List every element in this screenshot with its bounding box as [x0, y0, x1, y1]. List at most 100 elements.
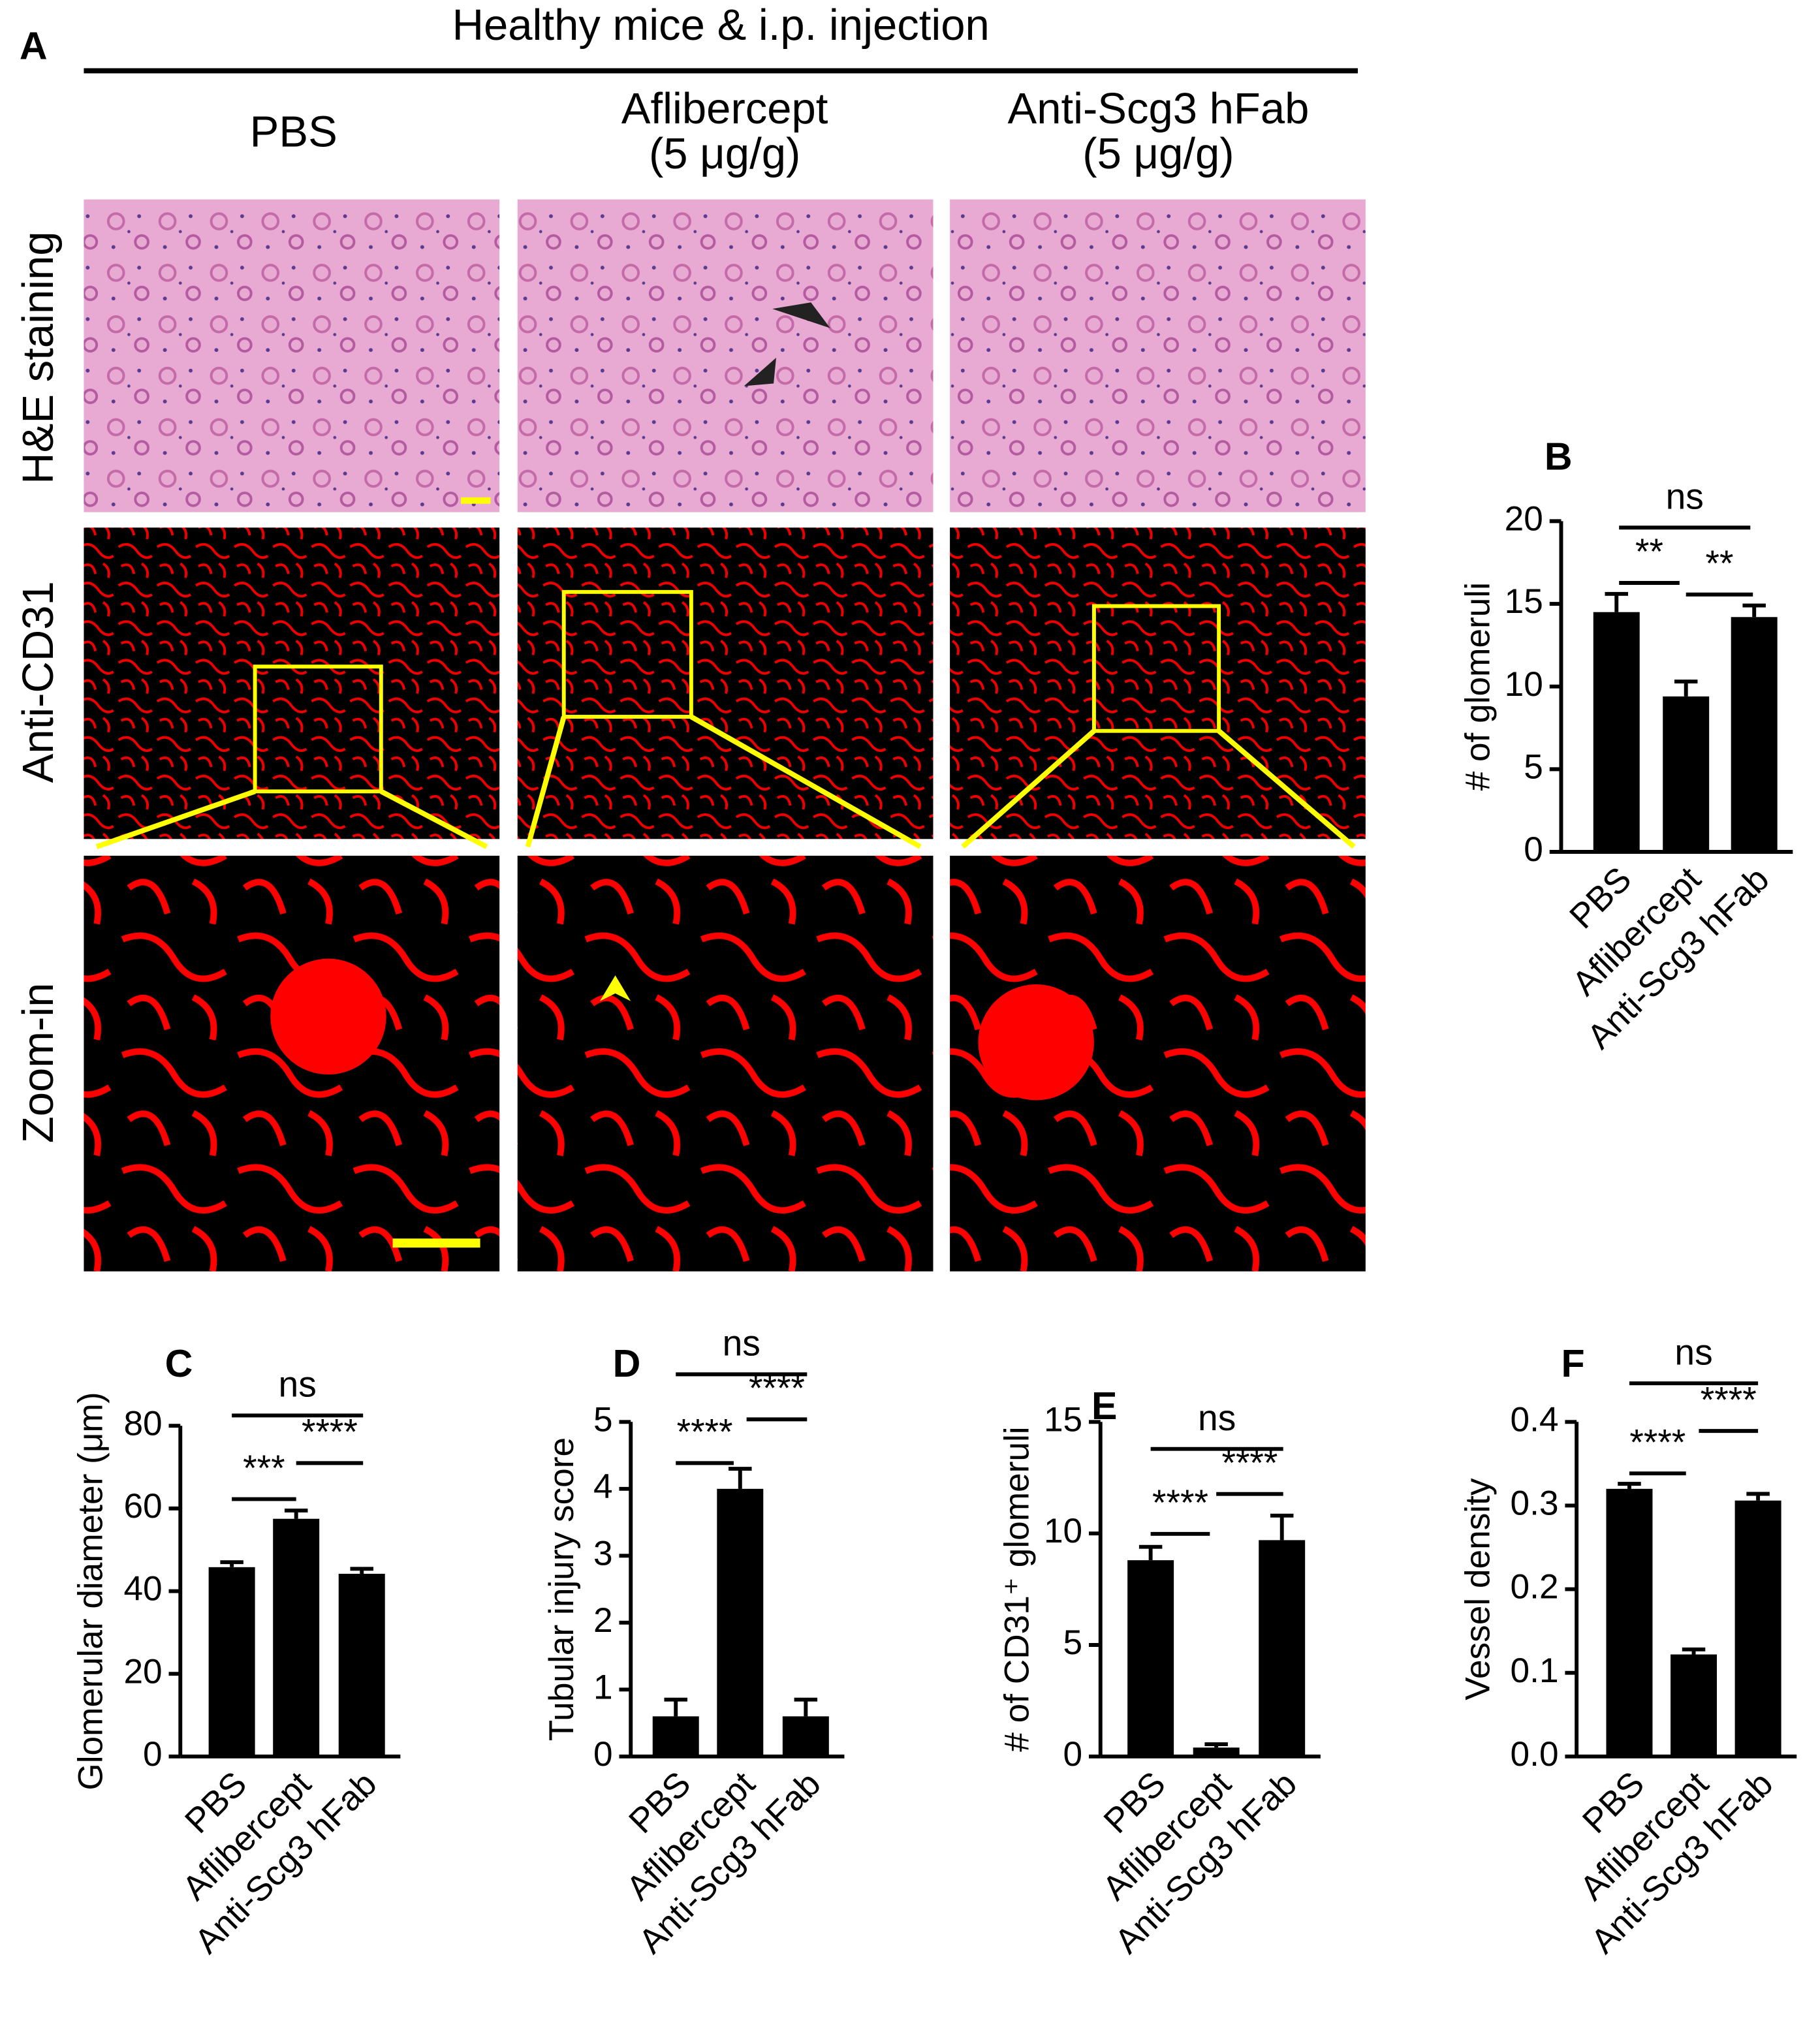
cd31-image: [950, 527, 1366, 839]
significance-label: **: [1705, 543, 1733, 584]
y-tick-label: 0: [593, 1735, 613, 1774]
zoom-box: [1091, 604, 1221, 733]
panel-label: C: [165, 1341, 193, 1385]
significance-label: ****: [1629, 1422, 1686, 1462]
error-bar: [1204, 1742, 1228, 1748]
y-tick-label: 0: [143, 1735, 163, 1774]
significance-label: ns: [723, 1323, 761, 1364]
zoom-image: [84, 855, 500, 1272]
bar: [338, 1573, 385, 1757]
error-bar: [1746, 1492, 1770, 1501]
y-axis-title: # of CD31⁺ glomeruli: [998, 1426, 1037, 1751]
arrow: [772, 302, 830, 328]
significance-label: ns: [1666, 476, 1704, 516]
panel-label: D: [613, 1341, 641, 1385]
significance-label: ***: [243, 1448, 285, 1488]
y-tick-label: 3: [593, 1534, 613, 1573]
arrowhead: [744, 358, 776, 386]
panel-label: B: [1545, 434, 1573, 478]
he-image: [84, 199, 500, 512]
y-tick-label: 0.1: [1511, 1651, 1559, 1690]
error-bar: [220, 1560, 243, 1567]
bar: [1663, 696, 1710, 853]
bar: [1606, 1488, 1653, 1757]
y-tick-label: 0: [1524, 830, 1543, 869]
glomerulus: [978, 984, 1094, 1101]
row-label: H&E staining: [14, 231, 63, 484]
column-title: (5 μg/g): [1082, 129, 1234, 178]
bar: [1193, 1747, 1240, 1757]
bar: [1127, 1560, 1174, 1757]
error-bar: [350, 1567, 373, 1574]
glomerulus: [270, 958, 386, 1075]
bar: [208, 1567, 255, 1757]
y-axis-title: Tubular injury score: [542, 1437, 581, 1741]
error-bar: [1270, 1513, 1294, 1541]
error-bar: [1618, 1482, 1641, 1489]
y-tick-label: 80: [123, 1404, 162, 1443]
column-title: (5 μg/g): [649, 129, 800, 178]
significance-label: ns: [1674, 1332, 1712, 1372]
row-label: Anti-CD31: [14, 581, 63, 783]
y-tick-label: 15: [1505, 582, 1543, 621]
zoom-box: [253, 665, 383, 794]
error-bar: [729, 1467, 752, 1489]
he-image: [517, 199, 934, 512]
error-bar: [1605, 591, 1628, 612]
bar: [1734, 1500, 1781, 1757]
column-title: PBS: [250, 108, 337, 157]
significance-label: ****: [1152, 1482, 1208, 1523]
significance-label: ****: [302, 1412, 358, 1452]
y-tick-label: 15: [1044, 1400, 1082, 1439]
error-bar: [664, 1697, 687, 1717]
significance-label: **: [1635, 531, 1663, 572]
micrographs: [84, 199, 1366, 1272]
zoom-box: [561, 589, 693, 719]
y-tick-label: 0: [1063, 1735, 1083, 1774]
y-tick-label: 40: [123, 1570, 162, 1608]
bar: [1731, 617, 1778, 853]
y-tick-label: 5: [1524, 747, 1543, 786]
header: Healthy mice & i.p. injection: [452, 1, 990, 50]
y-tick-label: 5: [593, 1400, 613, 1439]
y-tick-label: 1: [593, 1668, 613, 1706]
y-tick-label: 2: [593, 1601, 613, 1640]
panel-label: A: [20, 24, 48, 68]
significance-label: ns: [279, 1364, 317, 1405]
y-tick-label: 20: [123, 1652, 162, 1691]
y-tick-label: 60: [123, 1487, 162, 1526]
y-tick-label: 10: [1044, 1512, 1082, 1550]
error-bar: [284, 1509, 308, 1519]
zoom-arrows: [95, 714, 1356, 849]
cd31-image: [517, 527, 934, 839]
significance-label: ****: [677, 1412, 733, 1452]
bar: [1593, 612, 1640, 853]
bar: [1259, 1540, 1306, 1757]
panel-label: F: [1561, 1341, 1584, 1385]
y-tick-label: 5: [1063, 1623, 1083, 1662]
y-axis-title: Vessel density: [1458, 1478, 1497, 1700]
he-image: [950, 199, 1366, 512]
y-tick-label: 20: [1505, 499, 1543, 538]
y-axis-title: Glomerular diameter (μm): [71, 1392, 110, 1790]
bar: [652, 1716, 699, 1757]
y-tick-label: 0.0: [1511, 1735, 1559, 1774]
y-axis-title: # of glomeruli: [1458, 582, 1497, 790]
column-title: Aflibercept: [621, 84, 828, 133]
bar: [717, 1488, 764, 1757]
y-tick-label: 4: [593, 1467, 613, 1506]
error-bar: [1742, 603, 1766, 618]
error-bar: [1674, 680, 1698, 696]
error-bar: [1138, 1544, 1163, 1561]
y-tick-label: 10: [1505, 665, 1543, 704]
y-tick-label: 0.3: [1511, 1484, 1559, 1523]
arrowhead: [599, 975, 631, 1001]
significance-label: ns: [1198, 1398, 1236, 1438]
column-title: Anti-Scg3 hFab: [1008, 84, 1310, 133]
y-tick-label: 0.2: [1511, 1568, 1559, 1606]
cd31-image: [84, 527, 500, 839]
error-bar: [1682, 1647, 1706, 1655]
significance-label: ****: [1701, 1379, 1757, 1420]
row-label: Zoom-in: [14, 982, 63, 1143]
